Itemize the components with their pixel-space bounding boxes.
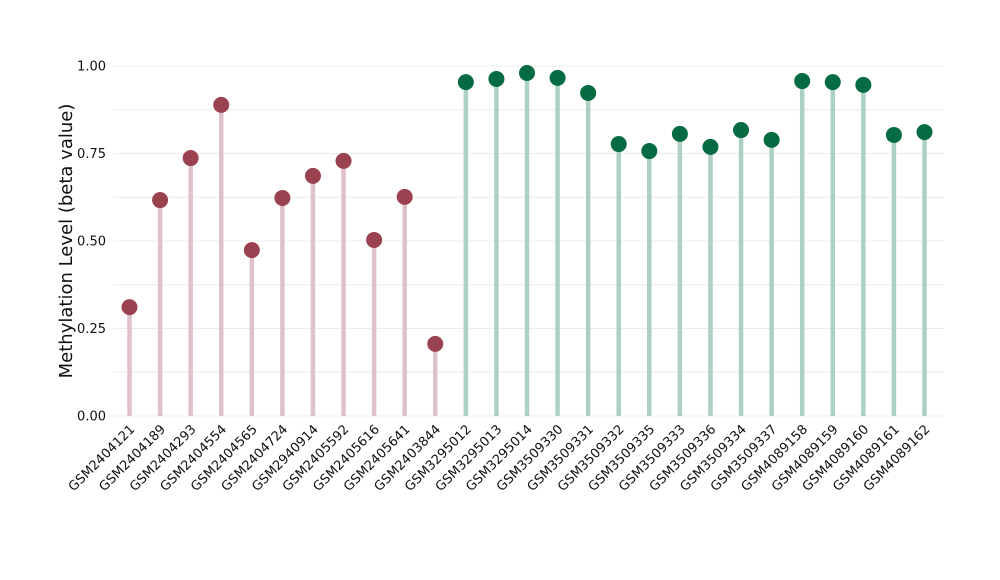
lollipop-point bbox=[824, 74, 841, 91]
marks bbox=[121, 65, 933, 416]
y-tick-label: 0.25 bbox=[77, 322, 106, 337]
lollipop-point bbox=[671, 125, 688, 142]
lollipop-point bbox=[152, 192, 169, 209]
lollipop-point bbox=[916, 124, 933, 141]
lollipop-point bbox=[580, 84, 597, 101]
y-tick-label: 0.75 bbox=[77, 147, 106, 162]
lollipop-point bbox=[457, 74, 474, 91]
y-axis: 0.00 0.25 0.50 0.75 1.00 bbox=[77, 60, 106, 425]
lollipop-point bbox=[335, 152, 352, 169]
x-axis: GSM2404121GSM2404189GSM2404293GSM2404554… bbox=[66, 422, 933, 494]
lollipop-point bbox=[641, 143, 658, 160]
lollipop-point bbox=[213, 96, 230, 113]
lollipop-point bbox=[855, 76, 872, 93]
lollipop-point bbox=[702, 138, 719, 155]
lollipop-point bbox=[366, 231, 383, 248]
lollipop-point bbox=[763, 131, 780, 148]
lollipop-point bbox=[121, 299, 138, 316]
y-tick-label: 0.00 bbox=[77, 410, 106, 425]
lollipop-point bbox=[182, 150, 199, 167]
y-tick-label: 0.50 bbox=[77, 235, 106, 250]
lollipop-point bbox=[488, 70, 505, 87]
y-tick-label: 1.00 bbox=[77, 60, 106, 75]
lollipop-point bbox=[885, 126, 902, 143]
lollipop-point bbox=[274, 189, 291, 206]
lollipop-point bbox=[794, 73, 811, 90]
lollipop-point bbox=[243, 242, 260, 259]
lollipop-point bbox=[396, 188, 413, 205]
lollipop-point bbox=[549, 69, 566, 86]
lollipop-point bbox=[427, 335, 444, 352]
lollipop-point bbox=[610, 136, 627, 153]
y-axis-label: Methylation Level (beta value) bbox=[56, 104, 77, 379]
lollipop-point bbox=[304, 167, 321, 184]
lollipop-point bbox=[519, 65, 535, 81]
lollipop-point bbox=[733, 122, 750, 139]
